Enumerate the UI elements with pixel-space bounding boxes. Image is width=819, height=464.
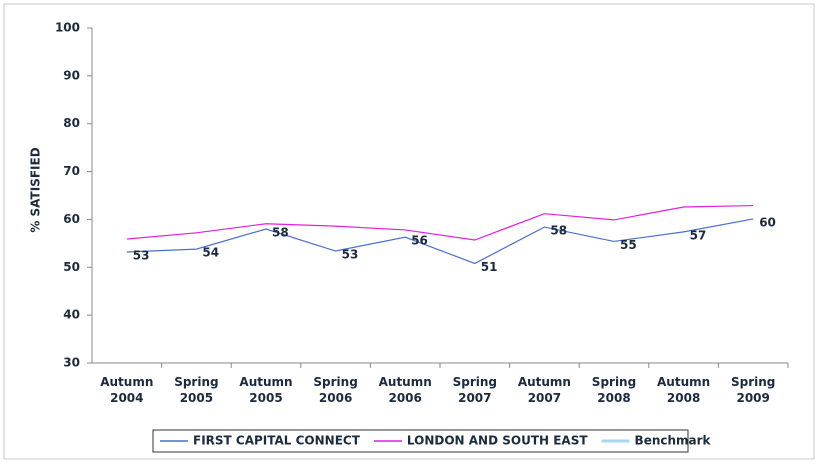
- legend-label: FIRST CAPITAL CONNECT: [193, 434, 361, 448]
- x-tick-label: Autumn 2008: [657, 375, 711, 405]
- frame: [3, 3, 815, 460]
- data-label: 58: [272, 226, 289, 240]
- y-tick-label: 30: [63, 356, 80, 370]
- y-tick-label: 90: [63, 68, 80, 82]
- x-tick-label: Autumn 2007: [517, 375, 571, 405]
- data-label: 60: [759, 215, 776, 229]
- y-tick-label: 60: [63, 212, 80, 226]
- y-tick-label: 40: [63, 308, 80, 322]
- legend-label: Benchmark: [635, 434, 712, 448]
- x-tick-label: Spring 2007: [452, 375, 497, 405]
- legend-label: LONDON AND SOUTH EAST: [407, 434, 588, 448]
- x-tick-label: Autumn 2005: [239, 375, 293, 405]
- data-label: 53: [133, 248, 150, 262]
- x-tick-label: Autumn 2004: [100, 375, 154, 405]
- y-tick-label: 100: [55, 21, 80, 35]
- y-tick-label: 80: [63, 116, 80, 130]
- y-tick-label: 70: [63, 164, 80, 178]
- data-label: 53: [342, 248, 359, 262]
- legend-box: [152, 429, 689, 453]
- data-label: 57: [690, 228, 707, 242]
- y-axis-label: % SATISFIED: [29, 147, 43, 232]
- x-tick-label: Spring 2008: [591, 375, 637, 405]
- data-label: 55: [620, 238, 637, 252]
- series-line: [126, 218, 754, 265]
- data-label: 56: [411, 234, 428, 248]
- data-label: 54: [202, 246, 219, 260]
- data-label: 58: [550, 224, 567, 238]
- x-tick-label: Spring 2005: [174, 375, 219, 405]
- x-tick-label: Spring 2009: [730, 375, 776, 405]
- x-tick-label: Spring 2006: [313, 375, 358, 405]
- y-tick-label: 50: [63, 260, 80, 274]
- series-line: [126, 204, 754, 241]
- data-label: 51: [481, 260, 498, 274]
- x-tick-label: Autumn 2006: [378, 375, 432, 405]
